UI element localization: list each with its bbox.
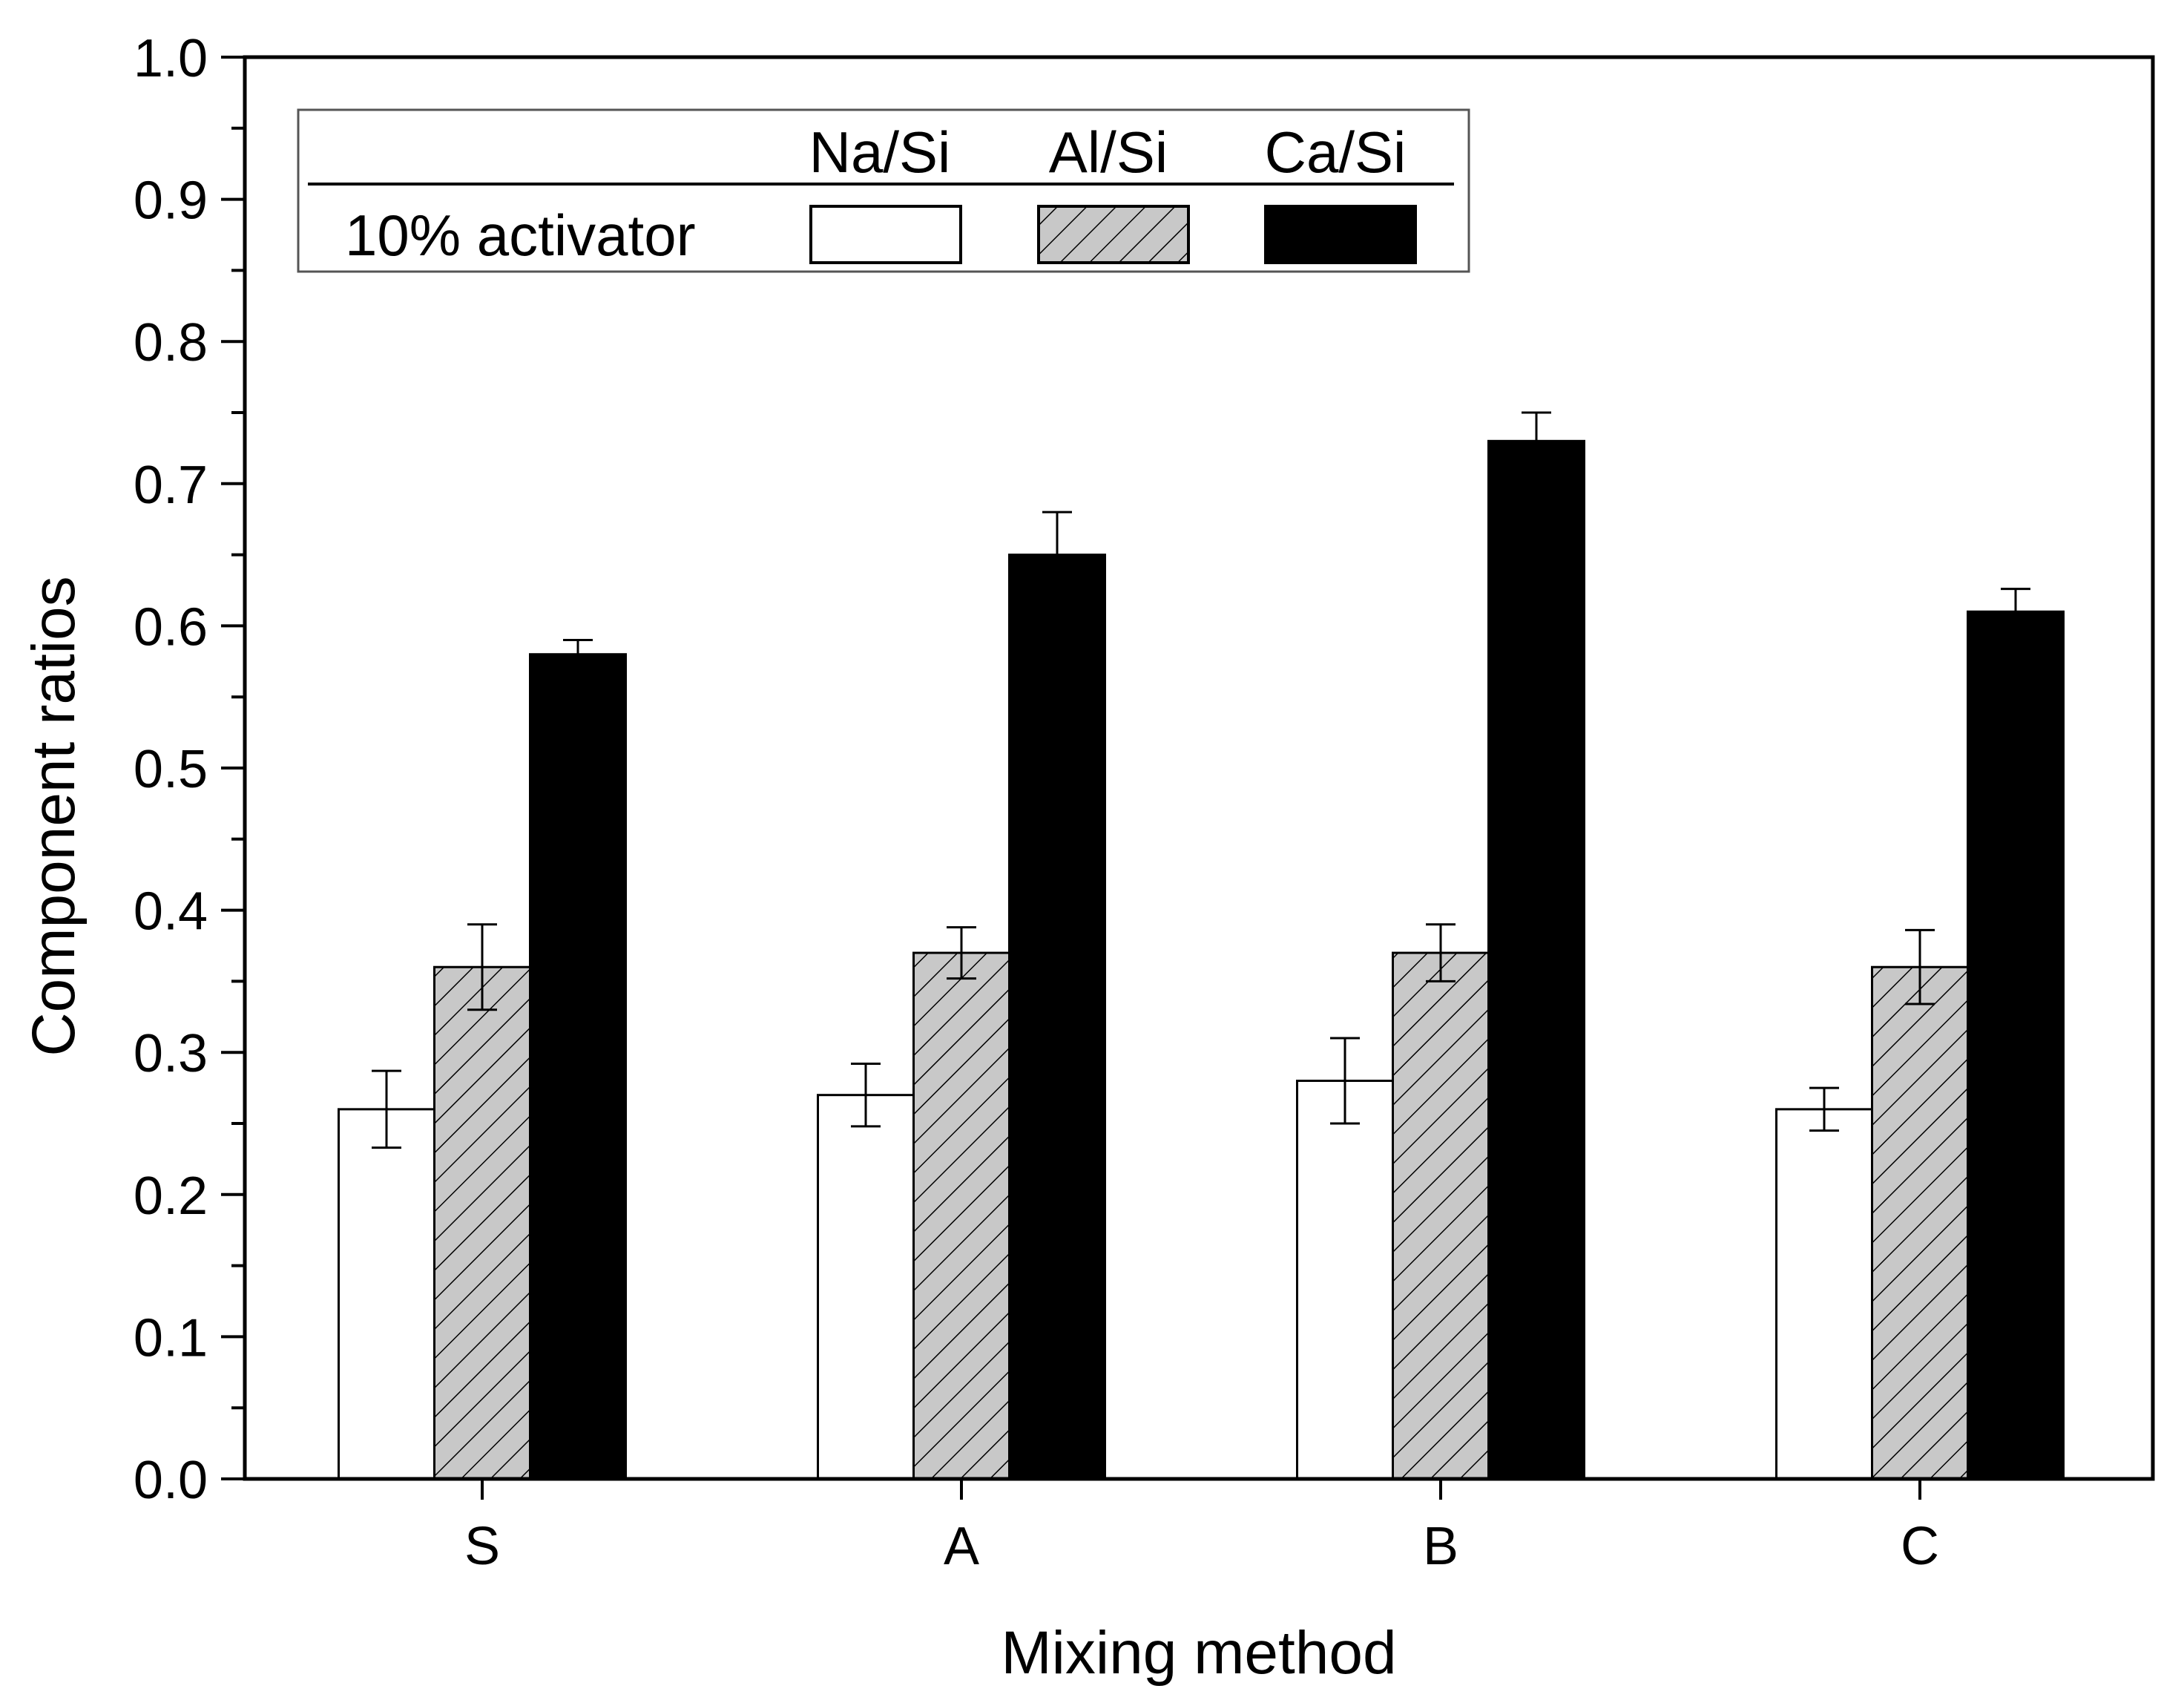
bars-layer	[338, 439, 2065, 1480]
x-tick-label: A	[944, 1517, 979, 1576]
y-tick-label: 0.7	[134, 456, 208, 515]
error-bar	[1905, 928, 1935, 1005]
bar-ca-si	[1487, 439, 1585, 1480]
legend-header-na-si: Na/Si	[809, 119, 951, 185]
y-tick-label: 0.5	[134, 740, 208, 799]
y-tick-label: 0.4	[134, 882, 208, 942]
error-bar	[1042, 511, 1072, 599]
y-tick-label: 0.0	[134, 1451, 208, 1510]
x-tick-label: C	[1901, 1517, 1939, 1576]
bar-ca-si	[529, 653, 627, 1480]
bar-na-si	[1296, 1080, 1394, 1480]
error-bar	[2001, 588, 2030, 636]
legend-swatch-na-si	[809, 205, 962, 264]
bar-ca-si	[1967, 610, 2065, 1480]
error-bar	[1426, 923, 1456, 982]
error-bar	[1330, 1037, 1360, 1125]
y-tick-label: 0.9	[134, 171, 208, 231]
legend-swatch-al-si	[1037, 205, 1190, 264]
bar-al-si	[1871, 965, 1969, 1480]
bar-al-si	[433, 965, 531, 1480]
bar-ca-si	[1008, 554, 1106, 1480]
legend-header-ca-si: Ca/Si	[1265, 119, 1407, 185]
bar-al-si	[1392, 951, 1490, 1480]
x-axis-label: Mixing method	[1001, 1619, 1396, 1687]
error-bar	[372, 1069, 401, 1149]
y-tick-label: 0.2	[134, 1166, 208, 1226]
y-tick-label: 0.1	[134, 1308, 208, 1368]
y-axis-label: Component ratios	[20, 576, 88, 1056]
bar-al-si	[912, 951, 1010, 1480]
bar-na-si	[1775, 1108, 1873, 1480]
y-tick-label: 0.6	[134, 597, 208, 657]
error-bar	[947, 926, 976, 980]
error-bars-layer	[372, 411, 2030, 1149]
error-bar	[467, 923, 497, 1011]
bar-na-si	[338, 1108, 435, 1480]
y-tick-label: 0.3	[134, 1024, 208, 1083]
y-tick-label: 0.8	[134, 313, 208, 373]
error-bar	[1522, 411, 1551, 471]
legend-row-label: 10% activator	[345, 203, 696, 268]
legend: Na/Si Al/Si Ca/Si 10% activator	[297, 108, 1470, 273]
legend-header-al-si: Al/Si	[1049, 119, 1168, 185]
error-bar	[563, 639, 593, 670]
x-tick-label: S	[464, 1517, 500, 1576]
bar-na-si	[817, 1094, 915, 1480]
error-bar	[1809, 1086, 1839, 1132]
error-bar	[851, 1063, 881, 1128]
y-axis: 0.0 0.1 0.2 0.3 0.4 0.5 0.6 0.7 0.8 0.9 1.0	[134, 29, 245, 1510]
y-tick-label: 1.0	[134, 29, 208, 88]
legend-swatch-ca-si	[1264, 205, 1417, 264]
x-tick-label: B	[1423, 1517, 1458, 1576]
